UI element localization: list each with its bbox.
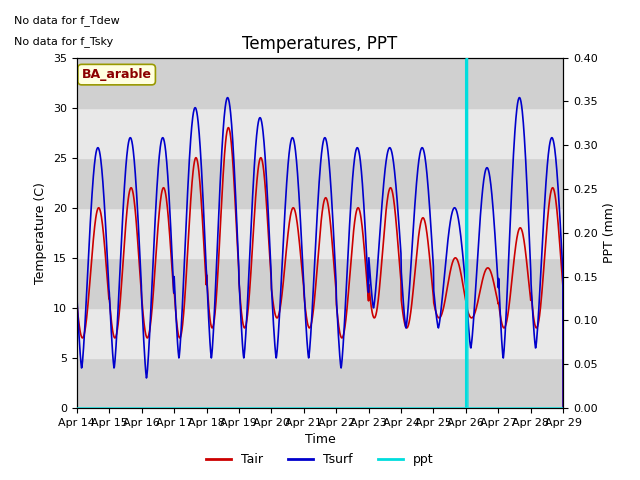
- Tsurf: [170, 276, 177, 281]
- Bar: [77, 358, 563, 408]
- ppt: [502, 405, 509, 411]
- ppt: [181, 405, 189, 411]
- ppt: [559, 405, 567, 411]
- ppt: [170, 405, 177, 411]
- Y-axis label: Temperature (C): Temperature (C): [35, 182, 47, 284]
- Line: Tair: Tair: [77, 128, 563, 408]
- Tair: [502, 322, 509, 328]
- ppt: [236, 405, 243, 411]
- Tair: [225, 125, 232, 131]
- ppt: [73, 405, 81, 411]
- Tsurf: [396, 226, 403, 232]
- Tair: [559, 405, 567, 411]
- Bar: [77, 58, 563, 108]
- Tsurf: [181, 247, 189, 252]
- Bar: [77, 258, 563, 308]
- Tsurf: [236, 292, 244, 298]
- Text: BA_arable: BA_arable: [82, 68, 152, 81]
- Y-axis label: PPT (mm): PPT (mm): [604, 203, 616, 263]
- Title: Temperatures, PPT: Temperatures, PPT: [243, 35, 397, 53]
- Bar: [77, 308, 563, 358]
- Tsurf: [502, 319, 509, 325]
- Text: No data for f_Tdew: No data for f_Tdew: [13, 15, 119, 26]
- Tair: [181, 293, 189, 299]
- Legend: Tair, Tsurf, ppt: Tair, Tsurf, ppt: [202, 448, 438, 471]
- Tsurf: [224, 95, 232, 100]
- Tair: [236, 289, 244, 295]
- ppt: [459, 405, 467, 411]
- ppt: [395, 405, 403, 411]
- X-axis label: Time: Time: [305, 433, 335, 446]
- Bar: [77, 208, 563, 258]
- Bar: [77, 158, 563, 208]
- Tair: [73, 300, 81, 305]
- Tsurf: [459, 252, 467, 258]
- ppt: [462, 55, 470, 60]
- Tsurf: [559, 405, 567, 411]
- Line: ppt: ppt: [77, 58, 563, 408]
- Bar: [77, 108, 563, 158]
- Tair: [459, 281, 467, 287]
- Tair: [396, 258, 403, 264]
- Line: Tsurf: Tsurf: [77, 97, 563, 408]
- Text: No data for f_Tsky: No data for f_Tsky: [13, 36, 113, 48]
- Tsurf: [73, 292, 81, 298]
- Tair: [170, 281, 177, 287]
